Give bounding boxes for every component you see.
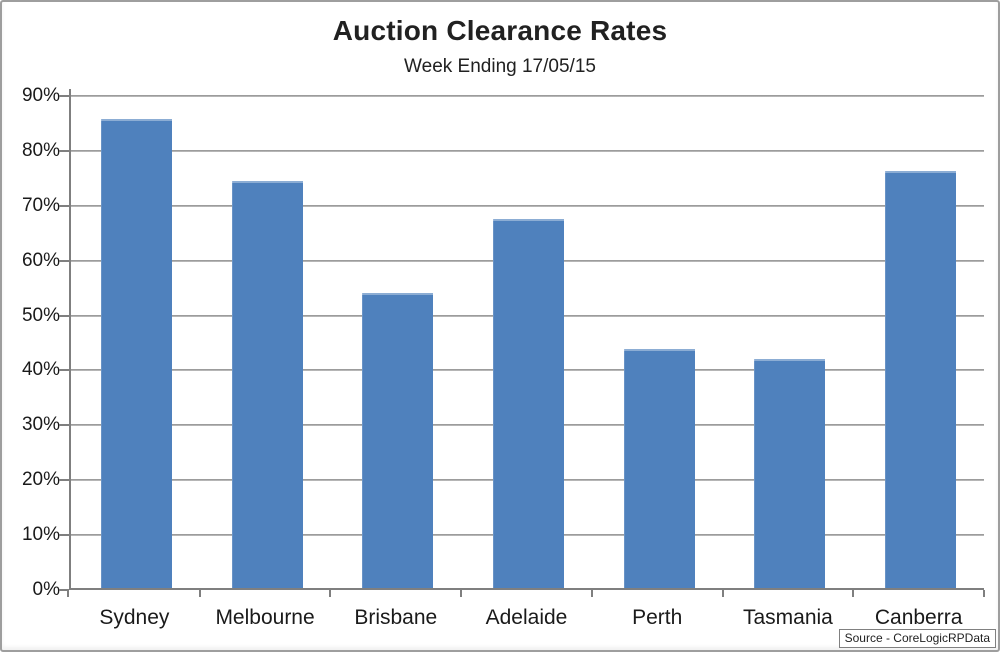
y-tick-label-50: 50% bbox=[21, 304, 60, 326]
y-tick-label-0: 0% bbox=[32, 579, 60, 600]
y-tick-mark bbox=[59, 424, 69, 427]
bar-melbourne bbox=[231, 180, 303, 588]
x-tick-mark bbox=[329, 590, 332, 597]
y-tick-mark bbox=[59, 479, 69, 482]
y-tick-mark bbox=[59, 204, 69, 207]
source-note: Source - CoreLogicRPData bbox=[838, 629, 996, 648]
x-tick-label-canberra: Canberra bbox=[874, 606, 963, 629]
x-tick-label-tasmania: Tasmania bbox=[742, 606, 833, 629]
x-tick-mark bbox=[67, 590, 69, 597]
y-tick-mark bbox=[59, 534, 69, 537]
bar-tasmania bbox=[754, 359, 826, 588]
y-tick-label-90: 90% bbox=[21, 85, 60, 106]
x-tick-mark bbox=[590, 590, 593, 597]
y-tick-label-60: 60% bbox=[21, 249, 60, 271]
y-tick-label-70: 70% bbox=[21, 194, 60, 216]
x-tick-mark bbox=[721, 590, 724, 597]
x-tick-mark bbox=[983, 590, 985, 597]
x-tick-label-melbourne: Melbourne bbox=[215, 606, 315, 629]
bar-sydney bbox=[100, 118, 172, 588]
bar-perth bbox=[623, 349, 695, 588]
y-tick-mark bbox=[59, 95, 69, 97]
y-tick-mark bbox=[59, 149, 69, 152]
gridline-80 bbox=[71, 149, 984, 152]
y-tick-label-80: 80% bbox=[21, 139, 60, 161]
bar-canberra bbox=[885, 171, 957, 588]
chart-title: Auction Clearance Rates bbox=[332, 15, 668, 46]
y-tick-label-10: 10% bbox=[21, 524, 60, 546]
x-tick-mark bbox=[852, 590, 855, 597]
bar-brisbane bbox=[362, 293, 434, 588]
y-tick-mark bbox=[59, 314, 69, 317]
y-tick-label-40: 40% bbox=[21, 359, 60, 381]
x-tick-label-sydney: Sydney bbox=[99, 606, 170, 629]
y-tick-label-20: 20% bbox=[21, 469, 60, 491]
x-tick-mark bbox=[460, 590, 463, 597]
y-tick-mark bbox=[59, 259, 69, 262]
bar-adelaide bbox=[493, 219, 564, 588]
chart-subtitle: Week Ending 17/05/15 bbox=[404, 56, 596, 77]
x-tick-label-brisbane: Brisbane bbox=[354, 606, 438, 629]
gridline-90 bbox=[71, 95, 984, 97]
x-tick-mark bbox=[198, 590, 201, 597]
y-tick-mark bbox=[59, 369, 69, 372]
y-tick-mark bbox=[59, 589, 69, 591]
plot-area bbox=[69, 89, 984, 590]
x-tick-label-adelaide: Adelaide bbox=[485, 606, 568, 629]
y-tick-label-30: 30% bbox=[21, 414, 60, 436]
gridline-70 bbox=[71, 204, 984, 207]
x-tick-label-perth: Perth bbox=[632, 606, 683, 629]
